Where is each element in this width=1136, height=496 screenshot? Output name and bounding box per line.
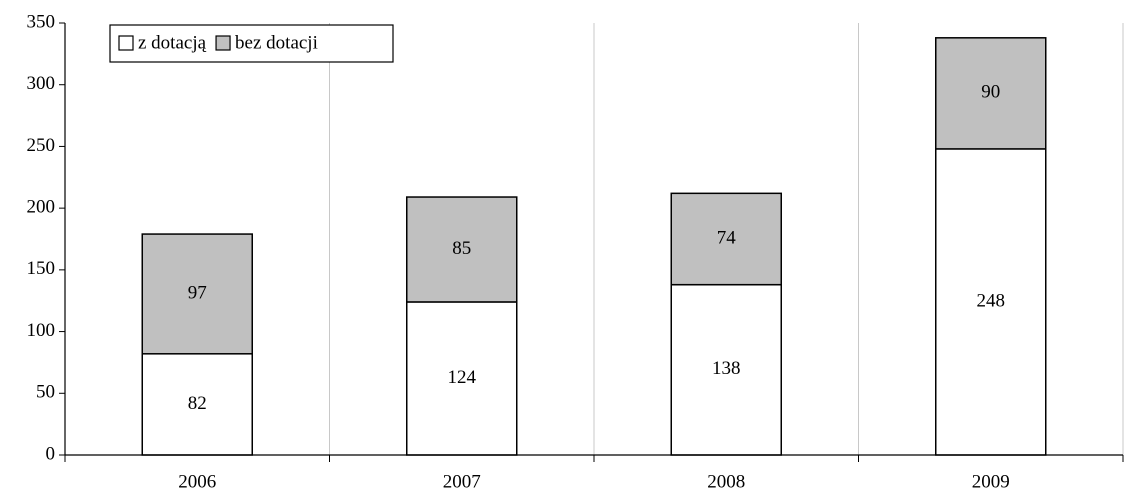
data-label: 97: [188, 282, 207, 303]
data-label: 85: [452, 238, 471, 259]
bar-segment: [406, 301, 518, 456]
y-tick-label: 350: [27, 11, 56, 32]
legend-label: bez dotacji: [235, 32, 318, 53]
legend-swatch: [118, 35, 134, 51]
bar-segment: [141, 233, 253, 355]
x-tick-label: 2009: [972, 471, 1010, 492]
bar-segment: [935, 148, 1047, 456]
data-label: 138: [712, 358, 741, 379]
x-tick-label: 2006: [178, 471, 216, 492]
x-tick-label: 2007: [443, 471, 481, 492]
y-tick-label: 250: [27, 135, 56, 156]
data-label: 248: [977, 290, 1006, 311]
y-tick-label: 300: [27, 73, 56, 94]
y-tick-label: 200: [27, 197, 56, 218]
bar-segment: [670, 192, 782, 286]
y-tick-label: 100: [27, 320, 56, 341]
x-tick-label: 2008: [707, 471, 745, 492]
data-label: 82: [188, 393, 207, 414]
data-label: 90: [981, 82, 1000, 103]
y-tick-label: 50: [36, 382, 55, 403]
bar-segment: [935, 37, 1047, 150]
data-label: 74: [717, 227, 737, 248]
legend-swatch: [215, 35, 231, 51]
bar-segment: [141, 353, 253, 456]
legend-box: [109, 24, 394, 63]
y-tick-label: 0: [46, 443, 56, 464]
legend-label: z dotacją: [138, 32, 207, 53]
y-tick-label: 150: [27, 258, 56, 279]
bar-segment: [406, 196, 518, 303]
data-label: 124: [448, 367, 477, 388]
